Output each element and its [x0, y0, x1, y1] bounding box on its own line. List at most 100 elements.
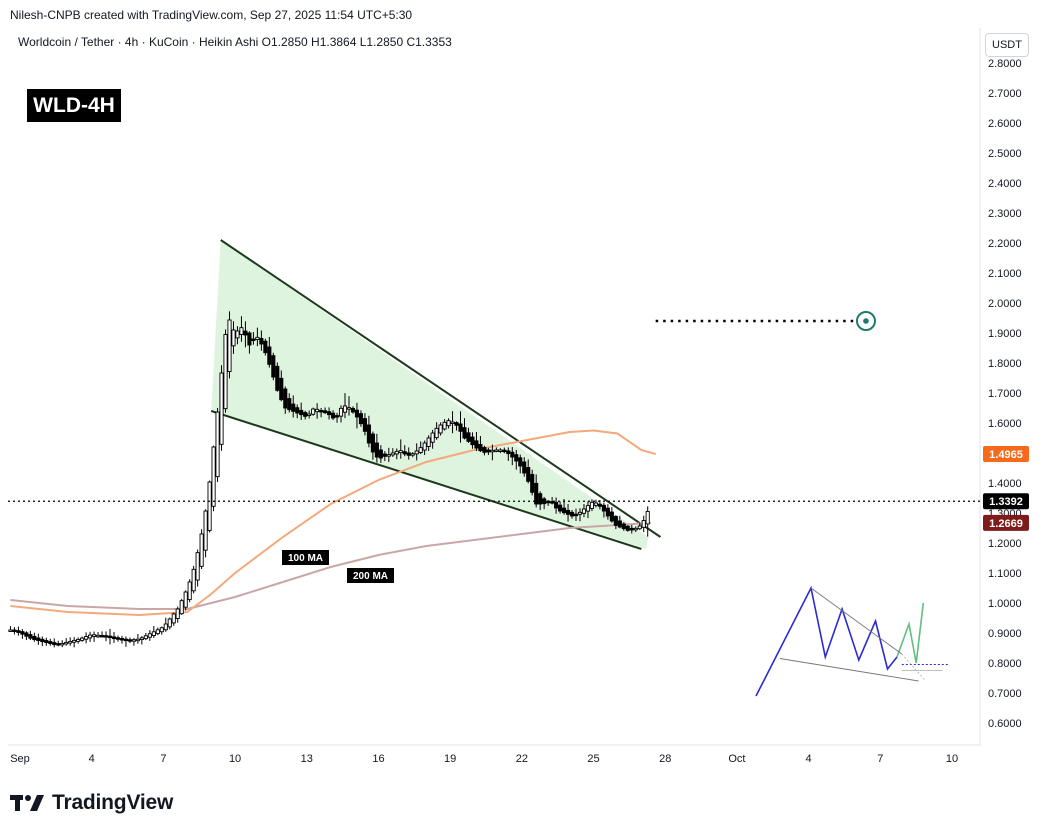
candle[interactable] — [621, 523, 626, 530]
candle[interactable] — [295, 407, 300, 414]
candle[interactable] — [267, 346, 272, 365]
candle[interactable] — [72, 639, 77, 643]
candle[interactable] — [28, 634, 33, 639]
candle[interactable] — [107, 635, 113, 639]
candle[interactable] — [370, 433, 375, 453]
candle[interactable] — [454, 422, 459, 426]
symbol-info[interactable]: Worldcoin / Tether · 4h · KuCoin · Heiki… — [18, 35, 452, 49]
candle[interactable] — [203, 510, 208, 551]
candle[interactable] — [64, 641, 69, 645]
candle[interactable] — [442, 421, 447, 430]
candle[interactable] — [605, 507, 610, 517]
candle[interactable] — [506, 450, 511, 455]
candle[interactable] — [390, 452, 395, 456]
candle[interactable] — [434, 427, 439, 439]
candle[interactable] — [36, 637, 41, 642]
candle[interactable] — [135, 638, 140, 642]
candle[interactable] — [526, 467, 531, 482]
candle[interactable] — [52, 642, 57, 646]
candle[interactable] — [637, 525, 642, 530]
wedge-lower-trendline[interactable] — [210, 410, 642, 550]
candle[interactable] — [354, 409, 360, 418]
candle[interactable] — [231, 329, 236, 347]
candle[interactable] — [374, 442, 379, 458]
ma200-line[interactable] — [10, 521, 651, 610]
candle[interactable] — [187, 581, 192, 601]
candle[interactable] — [358, 413, 363, 425]
candle[interactable] — [601, 504, 606, 512]
candle[interactable] — [562, 507, 567, 514]
candle[interactable] — [490, 449, 495, 453]
candle[interactable] — [88, 634, 93, 639]
candle[interactable] — [131, 639, 136, 642]
candle[interactable] — [12, 629, 17, 632]
candle[interactable] — [362, 418, 367, 432]
candle[interactable] — [163, 623, 168, 631]
candle[interactable] — [550, 501, 555, 504]
candle[interactable] — [613, 516, 618, 526]
candle[interactable] — [103, 635, 109, 638]
candle[interactable] — [271, 355, 276, 378]
candle[interactable] — [247, 332, 252, 346]
candle[interactable] — [577, 511, 583, 515]
candle[interactable] — [530, 473, 535, 493]
candle[interactable] — [502, 449, 507, 453]
ma100-line[interactable] — [10, 429, 656, 617]
candle[interactable] — [167, 618, 172, 628]
candle[interactable] — [478, 443, 483, 452]
candle[interactable] — [617, 520, 622, 528]
candle[interactable] — [219, 372, 224, 445]
candle[interactable] — [410, 453, 415, 456]
candle[interactable] — [259, 337, 264, 345]
currency-button[interactable]: USDT — [985, 33, 1029, 57]
candle[interactable] — [366, 424, 371, 444]
candle[interactable] — [378, 449, 383, 459]
candle[interactable] — [56, 643, 61, 646]
candle[interactable] — [99, 635, 105, 638]
candle[interactable] — [191, 568, 196, 592]
candle[interactable] — [251, 338, 256, 341]
candle[interactable] — [235, 330, 240, 339]
candle[interactable] — [239, 327, 244, 335]
candle[interactable] — [171, 613, 176, 624]
candle[interactable] — [195, 552, 200, 581]
candle[interactable] — [327, 411, 332, 416]
candle[interactable] — [151, 631, 156, 636]
candle[interactable] — [645, 511, 650, 525]
candle[interactable] — [585, 505, 591, 512]
candle[interactable] — [514, 454, 519, 462]
candle[interactable] — [215, 411, 220, 478]
candle[interactable] — [127, 639, 132, 642]
candle[interactable] — [331, 412, 336, 419]
candle[interactable] — [32, 635, 37, 641]
candle[interactable] — [155, 629, 160, 635]
candle[interactable] — [80, 637, 85, 641]
candle[interactable] — [92, 634, 97, 637]
candle[interactable] — [20, 631, 25, 635]
candle[interactable] — [8, 629, 13, 632]
candle[interactable] — [406, 452, 411, 456]
candle[interactable] — [482, 447, 487, 453]
candle[interactable] — [115, 637, 121, 640]
candle[interactable] — [402, 451, 407, 455]
candle[interactable] — [573, 513, 579, 517]
candle[interactable] — [398, 450, 403, 454]
candle[interactable] — [538, 493, 543, 505]
candle[interactable] — [283, 388, 288, 409]
candle[interactable] — [291, 403, 296, 412]
candle[interactable] — [394, 450, 399, 455]
candle[interactable] — [311, 408, 316, 415]
candle[interactable] — [625, 525, 630, 531]
candle[interactable] — [255, 336, 260, 340]
candle[interactable] — [48, 641, 53, 645]
candle[interactable] — [589, 501, 594, 509]
candle[interactable] — [569, 511, 575, 517]
candle[interactable] — [418, 447, 423, 453]
candle[interactable] — [565, 509, 571, 515]
candle[interactable] — [139, 637, 144, 640]
candle[interactable] — [414, 450, 419, 455]
candle[interactable] — [430, 432, 435, 443]
candle[interactable] — [263, 340, 268, 354]
candle[interactable] — [426, 437, 431, 447]
